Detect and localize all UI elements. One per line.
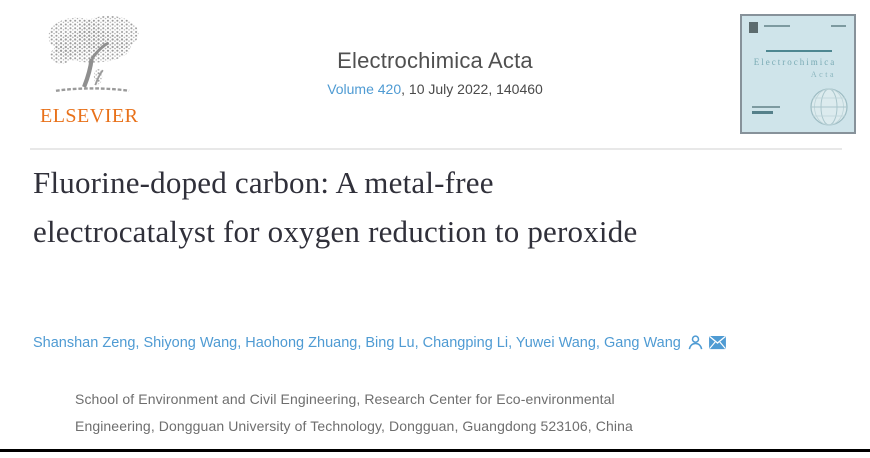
issue-info: , 10 July 2022, 140460 xyxy=(401,81,543,97)
cover-publisher-mark xyxy=(749,22,758,33)
journal-title-link[interactable]: Electrochimica Acta xyxy=(337,48,533,73)
elsevier-logo[interactable]: ELSEVIER xyxy=(40,12,150,128)
cover-text-bar xyxy=(752,111,773,114)
bottom-border-rule xyxy=(0,449,870,452)
globe-watermark-icon xyxy=(810,88,848,126)
person-icon[interactable] xyxy=(687,334,704,351)
affiliation: School of Environment and Civil Engineer… xyxy=(75,391,633,434)
corresponding-author-icons xyxy=(687,334,727,351)
header-divider xyxy=(30,148,842,150)
cover-text-bar xyxy=(764,25,790,27)
article-title: Fluorine-doped carbon: A metal-free elec… xyxy=(33,165,638,249)
cover-journal-wordmark-2: Acta xyxy=(810,70,836,79)
cover-journal-wordmark: Electrochimica xyxy=(753,57,837,67)
volume-link[interactable]: Volume 420 xyxy=(327,81,402,97)
cover-subtitle-bar xyxy=(766,50,832,52)
elsevier-tree-icon xyxy=(48,15,139,92)
author-links[interactable]: Shanshan Zeng, Shiyong Wang, Haohong Zhu… xyxy=(33,334,681,351)
journal-cover-thumbnail[interactable]: Electrochimica Acta xyxy=(740,14,856,134)
journal-header: Electrochimica Acta Volume 420, 10 July … xyxy=(327,48,543,97)
cover-text-bar xyxy=(831,25,846,27)
cover-text-bar xyxy=(752,106,780,108)
author-list: Shanshan Zeng, Shiyong Wang, Haohong Zhu… xyxy=(33,334,727,351)
volume-issue-line: Volume 420, 10 July 2022, 140460 xyxy=(327,81,543,97)
email-envelope-icon[interactable] xyxy=(708,335,727,350)
elsevier-wordmark: ELSEVIER xyxy=(40,105,139,127)
